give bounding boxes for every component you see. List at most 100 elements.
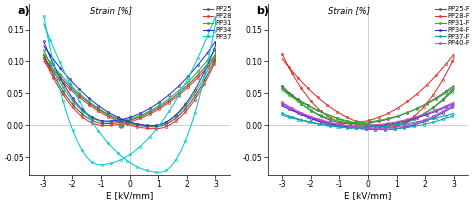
PP31-F — [387, 124, 392, 126]
PP25 — [41, 54, 46, 56]
PP37-F — [378, 128, 384, 131]
Line: PP31-F: PP31-F — [281, 86, 455, 126]
PP31 — [148, 125, 154, 127]
Line: PP40-F: PP40-F — [281, 101, 455, 130]
PP28 — [180, 91, 186, 93]
PP34 — [180, 81, 186, 83]
Text: a): a) — [18, 6, 30, 16]
PP37 — [157, 171, 163, 174]
Legend: PP25-F, PP28-F, PP31-F, PP34-F, PP37-F, PP40-F: PP25-F, PP28-F, PP31-F, PP34-F, PP37-F, … — [434, 6, 471, 47]
PP34 — [110, 114, 116, 116]
Line: PP28: PP28 — [43, 57, 217, 130]
PP25-F — [314, 113, 320, 116]
PP28-F — [348, 118, 354, 121]
PP31 — [149, 125, 155, 127]
X-axis label: E [kV/mm]: E [kV/mm] — [344, 191, 392, 200]
PP37 — [180, 87, 186, 89]
PP34 — [192, 67, 198, 70]
PP31-F — [314, 112, 320, 115]
PP34 — [150, 124, 156, 127]
PP40-F — [314, 118, 320, 121]
PP31 — [116, 118, 122, 120]
PP37-F — [387, 128, 392, 130]
Text: Strain [%]: Strain [%] — [328, 6, 370, 15]
PP34-F — [419, 115, 424, 118]
PP28 — [192, 79, 198, 82]
PP34 — [116, 117, 122, 119]
PP37 — [110, 147, 116, 149]
PP34-F — [387, 128, 392, 131]
PP25-F — [348, 121, 354, 124]
PP40-F — [387, 127, 392, 129]
PP31 — [192, 73, 198, 76]
PP25-F — [279, 87, 285, 90]
PP25 — [41, 57, 46, 59]
Legend: PP25, PP28, PP31, PP34, PP37: PP25, PP28, PP31, PP34, PP37 — [202, 6, 232, 40]
PP31-F — [380, 124, 386, 126]
PP34 — [41, 40, 46, 43]
PP40-F — [377, 127, 383, 130]
PP31 — [41, 53, 46, 55]
PP25-F — [431, 98, 437, 101]
PP34-F — [314, 120, 320, 122]
PP34 — [76, 105, 82, 107]
PP37-F — [279, 112, 285, 115]
PP25 — [76, 110, 82, 112]
PP25-F — [279, 84, 285, 87]
PP40-F — [279, 104, 285, 106]
PP28-F — [431, 77, 437, 79]
PP28 — [41, 60, 46, 62]
PP37-F — [279, 114, 285, 116]
PP25 — [110, 116, 116, 119]
Line: PP31: PP31 — [43, 49, 217, 127]
PP34-F — [355, 127, 360, 130]
PP31 — [76, 106, 82, 109]
PP37 — [76, 143, 82, 145]
PP40-F — [431, 110, 437, 112]
PP34-F — [379, 129, 384, 131]
PP37-F — [419, 120, 424, 122]
PP28 — [110, 118, 116, 120]
PP34 — [41, 45, 46, 47]
Line: PP25: PP25 — [43, 54, 217, 128]
PP34-F — [431, 111, 437, 113]
PP25 — [151, 126, 157, 128]
Line: PP28-F: PP28-F — [281, 53, 455, 129]
PP28 — [153, 128, 158, 130]
PP31 — [41, 49, 46, 51]
PP31-F — [431, 99, 437, 102]
PP28-F — [279, 53, 285, 55]
PP34-F — [348, 126, 354, 129]
PP25-F — [387, 125, 392, 128]
PP31-F — [348, 121, 354, 123]
PP28-F — [384, 126, 390, 129]
PP31 — [180, 86, 186, 88]
X-axis label: E [kV/mm]: E [kV/mm] — [106, 191, 153, 200]
PP37 — [41, 15, 46, 18]
PP28-F — [314, 106, 320, 109]
PP28 — [76, 113, 82, 115]
PP31-F — [279, 86, 285, 89]
PP25 — [116, 119, 122, 121]
PP28-F — [387, 126, 392, 129]
PP31 — [110, 115, 116, 118]
PP25-F — [355, 123, 360, 125]
PP37 — [192, 62, 198, 65]
PP40-F — [348, 125, 354, 128]
PP31-F — [355, 122, 360, 124]
PP25 — [148, 125, 154, 128]
PP34-F — [279, 102, 285, 105]
PP28-F — [279, 57, 285, 60]
PP28 — [148, 127, 154, 130]
Line: PP34-F: PP34-F — [281, 102, 455, 131]
PP37 — [116, 153, 122, 155]
PP28-F — [419, 89, 424, 91]
Line: PP25-F: PP25-F — [281, 85, 455, 128]
PP37 — [148, 170, 154, 173]
PP28 — [41, 57, 46, 59]
PP34 — [148, 124, 154, 127]
PP37-F — [348, 127, 354, 129]
Text: b): b) — [256, 6, 269, 16]
PP40-F — [279, 101, 285, 103]
PP40-F — [419, 114, 424, 117]
